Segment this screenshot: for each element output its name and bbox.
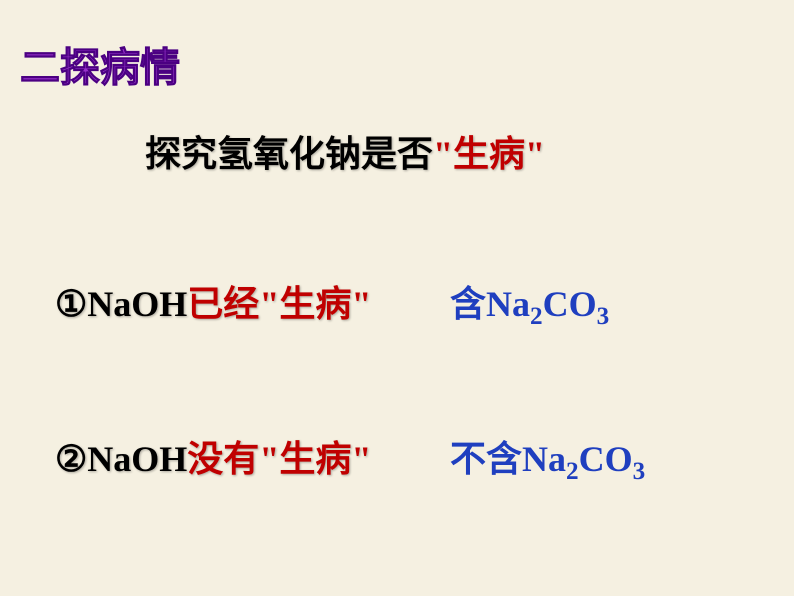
row2-formula: NaOH	[87, 439, 187, 479]
row1-right-co: CO	[543, 284, 597, 324]
row1-q2: "	[351, 284, 371, 324]
row2-right: 不含Na2CO3	[450, 430, 645, 486]
row1-formula: NaOH	[87, 284, 187, 324]
row2-sick: 生病	[279, 439, 351, 479]
row1-right-na: Na	[486, 284, 530, 324]
row2-right-prefix: 不含	[450, 439, 522, 479]
row2-q1: "	[259, 439, 279, 479]
row1-q1: "	[259, 284, 279, 324]
row2-right-co: CO	[579, 439, 633, 479]
row2-right-sub2: 3	[633, 458, 646, 485]
row2-left: ②NaOH没有"生病"	[55, 430, 371, 482]
row1-left: ①NaOH已经"生病"	[55, 275, 371, 327]
row1-right: 含Na2CO3	[450, 275, 609, 331]
quote-close: "	[525, 134, 545, 174]
row2-status: 没有	[187, 439, 259, 479]
row1-right-sub2: 3	[597, 303, 610, 330]
title-text: 二探病情	[20, 45, 180, 90]
section-title: 二探病情	[20, 35, 180, 93]
row2-right-sub1: 2	[566, 458, 579, 485]
subtitle-prefix: 探究氢氧化钠是否	[145, 134, 433, 174]
row1-sick: 生病	[279, 284, 351, 324]
row2-q2: "	[351, 439, 371, 479]
subtitle: 探究氢氧化钠是否"生病"	[145, 125, 545, 177]
row1-right-prefix: 含	[450, 284, 486, 324]
row1-right-sub1: 2	[530, 303, 543, 330]
subtitle-sick: 生病	[453, 134, 525, 174]
row2-right-na: Na	[522, 439, 566, 479]
quote-open: "	[433, 134, 453, 174]
row1-number: ①	[55, 284, 87, 324]
row2-number: ②	[55, 439, 87, 479]
row1-status: 已经	[187, 284, 259, 324]
